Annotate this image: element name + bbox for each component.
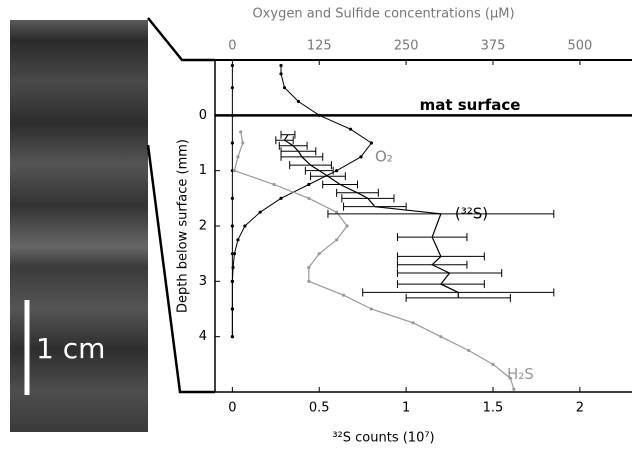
series-line <box>283 134 459 298</box>
data-point <box>282 86 287 90</box>
data-point <box>296 99 300 104</box>
x2-tick-label: 0 <box>228 39 236 54</box>
x-tick-label: 1.5 <box>483 401 504 416</box>
data-point <box>230 307 234 311</box>
data-point <box>335 238 339 242</box>
y-tick-label: 3 <box>199 274 207 289</box>
data-point <box>345 224 349 228</box>
data-point <box>232 169 237 173</box>
mat-photo <box>10 20 148 432</box>
zoom-line <box>147 17 215 62</box>
x2-tick-label: 250 <box>394 39 419 54</box>
data-point <box>230 252 234 256</box>
data-point <box>230 86 234 90</box>
data-point <box>230 279 234 283</box>
x2-axis-label: Oxygen and Sulfide concentrations (µM) <box>252 7 514 22</box>
data-point <box>335 210 339 214</box>
data-point <box>279 196 283 200</box>
data-point <box>241 141 245 145</box>
y-tick-label: 0 <box>199 108 207 123</box>
data-point <box>439 335 443 339</box>
x-tick-label: 0.5 <box>309 401 330 416</box>
x-tick-label: 1 <box>402 401 410 416</box>
data-point <box>508 376 512 380</box>
data-point <box>239 130 243 134</box>
data-point <box>230 335 234 339</box>
chart: 0 0.5 1 1.5 2 0 125 250 375 500 0 1 2 3 4 ³²S counts (1… <box>176 7 632 446</box>
data-point <box>230 196 234 200</box>
zoom-line <box>146 144 215 394</box>
data-point <box>307 265 311 270</box>
data-point <box>369 307 373 311</box>
y-tick-label: 1 <box>199 163 207 178</box>
x2-tick-label: 500 <box>567 39 592 54</box>
data-point <box>335 169 339 173</box>
data-point <box>369 141 373 145</box>
series-label: O₂ <box>375 147 393 165</box>
data-point <box>317 252 321 256</box>
data-point <box>512 387 516 391</box>
data-point <box>307 279 311 283</box>
data-point <box>317 113 321 117</box>
data-point <box>467 348 471 353</box>
data-point <box>307 196 311 200</box>
series-line <box>231 65 373 337</box>
x-tick-label: 0 <box>228 401 236 416</box>
data-point <box>491 362 495 366</box>
x2-tick-label: 125 <box>307 39 332 54</box>
data-point <box>279 63 283 68</box>
data-point <box>230 113 234 117</box>
x2-tick-label: 375 <box>481 39 506 54</box>
y-axis-label: Depth below surface (mm) <box>176 139 191 313</box>
data-point <box>341 293 346 297</box>
mat-surface-label: mat surface <box>420 96 521 114</box>
data-point <box>236 238 240 242</box>
data-point <box>348 127 353 131</box>
data-point <box>258 210 262 214</box>
y-tick-label: 2 <box>199 219 207 234</box>
y-tick-label: 4 <box>199 329 207 344</box>
data-point <box>279 72 283 76</box>
data-point <box>243 224 247 228</box>
data-point <box>230 63 234 68</box>
scale-label: 1 cm <box>36 332 105 365</box>
x-axis-label: ³²S counts (10⁷) <box>332 431 434 446</box>
data-point <box>230 224 234 228</box>
data-point <box>230 141 234 145</box>
data-point <box>411 321 415 325</box>
x-tick-label: 2 <box>576 401 584 416</box>
series-label: (³²S) <box>455 204 488 222</box>
data-point <box>272 182 276 187</box>
data-point <box>359 155 363 159</box>
data-point <box>307 182 311 187</box>
series-line <box>233 131 515 390</box>
series-label: H₂S <box>507 365 534 383</box>
data-point <box>236 155 240 159</box>
